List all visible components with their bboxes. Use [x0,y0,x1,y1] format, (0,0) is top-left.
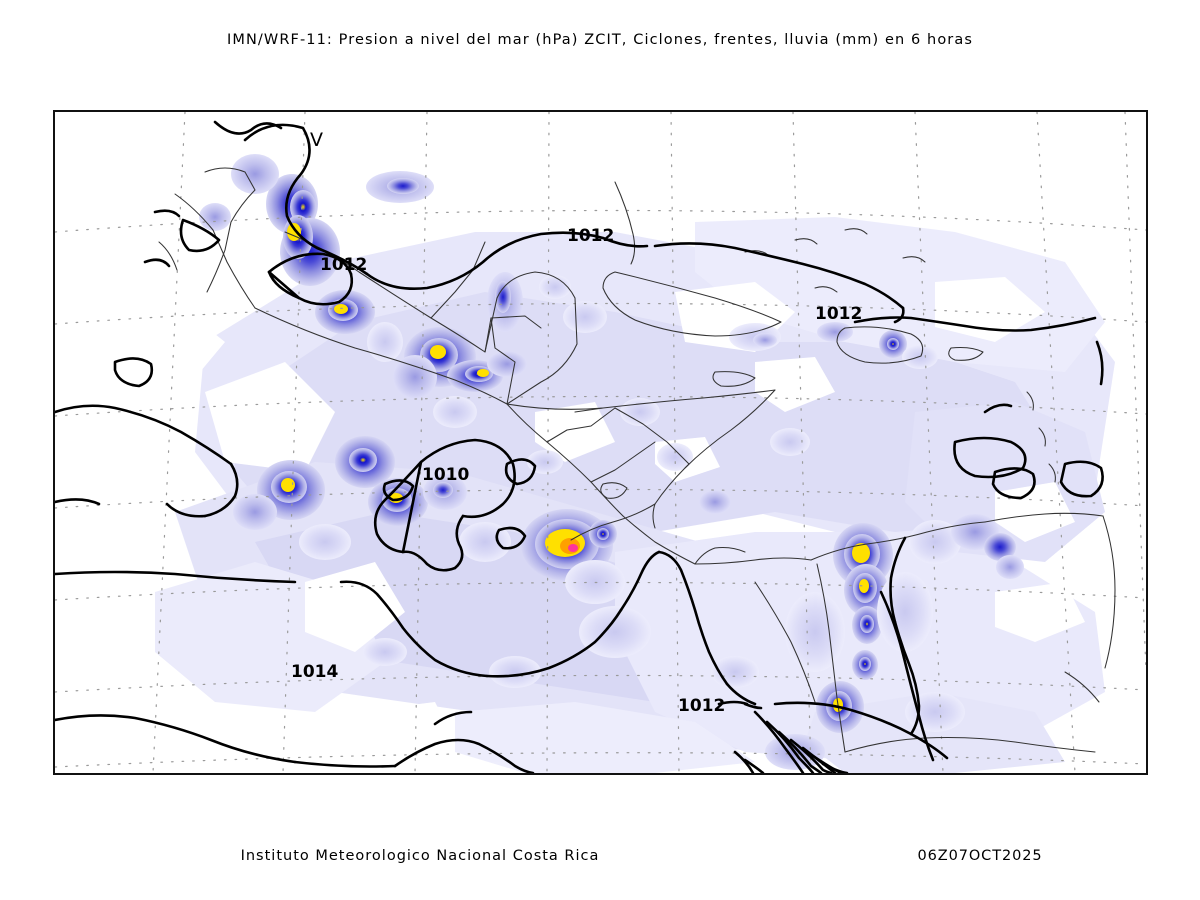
contour-label-1012-left: 1012 [320,255,367,275]
contour-label-1014: 1014 [291,662,338,682]
valid-time-label: 06Z07OCT2025 [917,848,1043,864]
contour-label-1010: 1010 [422,465,469,485]
map-canvas: 1012 1012 1012 1010 1014 1012 V [55,112,1146,773]
feature-labels: V [310,129,323,151]
contour-labels: 1012 1012 1012 1010 1014 1012 [291,226,862,716]
map-svg: 1012 1012 1012 1010 1014 1012 V [55,112,1146,773]
contour-label-1012-right: 1012 [815,304,862,324]
map-frame[interactable]: 1012 1012 1012 1010 1014 1012 V [53,110,1148,775]
coastlines [158,167,1116,753]
precip-cells [199,154,1024,770]
isobars [55,120,1104,773]
institution-label: Instituto Meteorologico Nacional Costa R… [240,848,600,864]
lat-lon-grid [55,112,1146,773]
trough-v-label: V [310,129,323,151]
page-title: IMN/WRF-11: Presion a nivel del mar (hPa… [226,32,974,48]
contour-label-1012-south: 1012 [678,696,725,716]
contour-label-1012-center: 1012 [567,226,614,246]
